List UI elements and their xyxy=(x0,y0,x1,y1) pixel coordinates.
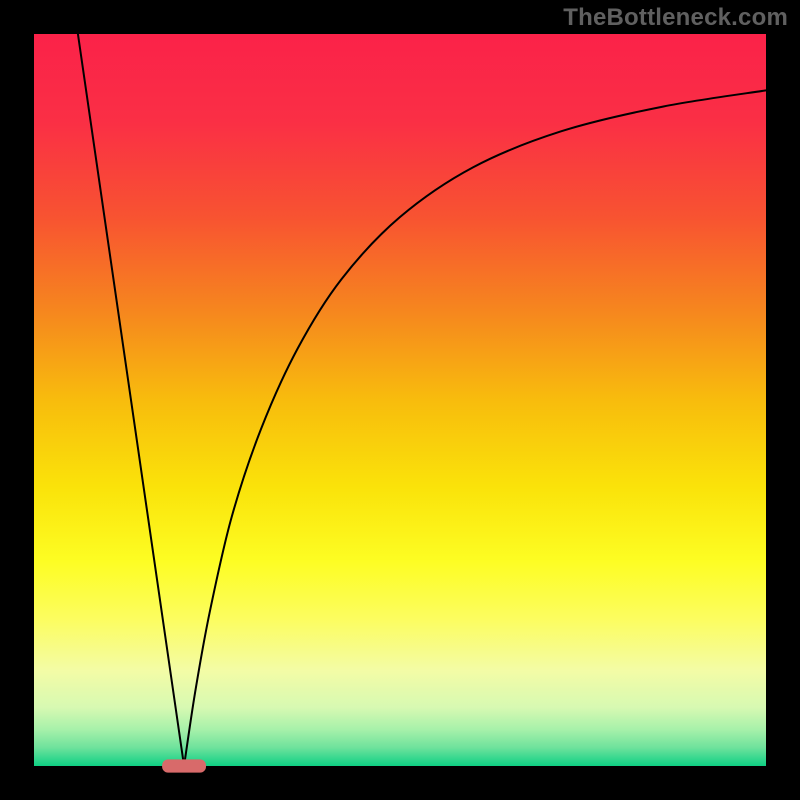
chart-svg xyxy=(0,0,800,800)
plot-background xyxy=(34,34,766,766)
bottleneck-chart: TheBottleneck.com xyxy=(0,0,800,800)
watermark-text: TheBottleneck.com xyxy=(563,4,788,32)
optimal-marker xyxy=(162,759,206,772)
